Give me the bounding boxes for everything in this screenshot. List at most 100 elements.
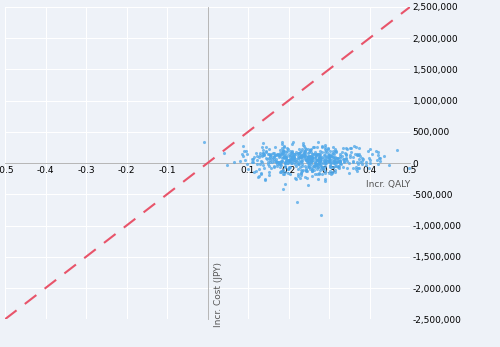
Point	[376, 155, 384, 161]
Point	[268, 154, 276, 160]
Point	[315, 170, 323, 176]
Point	[296, 161, 304, 167]
Point	[352, 164, 360, 169]
Point	[312, 152, 320, 158]
Point	[278, 154, 286, 160]
Point	[322, 163, 330, 169]
Point	[300, 153, 308, 158]
Point	[304, 146, 312, 152]
Point	[326, 164, 334, 169]
Point	[292, 151, 300, 157]
Point	[318, 144, 326, 149]
Point	[282, 155, 290, 161]
Point	[290, 154, 298, 159]
Point	[307, 159, 315, 164]
Point	[313, 157, 321, 162]
Point	[330, 151, 338, 156]
Point	[292, 156, 300, 162]
Point	[346, 154, 354, 160]
Point	[304, 161, 312, 166]
Point	[278, 141, 286, 146]
Point	[365, 155, 373, 161]
Point	[372, 149, 380, 154]
Point	[294, 150, 302, 155]
Point	[308, 154, 316, 160]
Point	[332, 160, 340, 166]
Point	[330, 159, 338, 164]
Point	[322, 157, 330, 163]
Point	[286, 164, 294, 170]
Point	[301, 152, 309, 158]
Point	[288, 155, 296, 161]
Point	[289, 153, 297, 159]
Point	[279, 148, 287, 154]
Point	[329, 164, 337, 170]
Point	[301, 175, 309, 180]
Point	[316, 158, 324, 163]
Point	[332, 157, 340, 162]
Point	[326, 153, 334, 158]
Point	[271, 152, 279, 158]
Point	[362, 162, 370, 167]
Point	[298, 170, 306, 176]
Point	[312, 155, 320, 161]
Point	[258, 162, 266, 168]
Point	[311, 149, 319, 155]
Point	[317, 155, 325, 161]
Point	[255, 154, 263, 159]
Point	[308, 167, 316, 172]
Point	[308, 156, 316, 161]
Point	[282, 159, 290, 164]
Point	[338, 162, 345, 167]
Point	[318, 171, 326, 177]
Point	[328, 157, 336, 163]
Point	[356, 159, 364, 164]
Point	[327, 153, 335, 159]
Point	[342, 151, 350, 157]
Point	[354, 162, 362, 167]
Point	[342, 156, 349, 161]
Point	[286, 171, 294, 176]
Point	[316, 161, 324, 166]
Point	[314, 164, 322, 169]
Point	[326, 162, 334, 168]
Point	[248, 159, 256, 164]
Point	[296, 150, 304, 155]
Point	[276, 147, 284, 153]
Point	[320, 165, 328, 171]
Point	[318, 149, 326, 155]
Point	[303, 176, 311, 181]
Point	[200, 139, 207, 145]
Point	[286, 159, 294, 164]
Point	[295, 146, 303, 152]
Point	[332, 149, 340, 154]
Point	[238, 144, 246, 149]
Point	[318, 144, 326, 150]
Point	[308, 154, 316, 160]
Point	[284, 166, 292, 171]
Point	[318, 164, 326, 170]
Point	[292, 149, 300, 154]
Point	[264, 161, 272, 167]
Point	[285, 164, 293, 170]
Point	[302, 167, 310, 173]
Point	[282, 159, 290, 165]
Point	[258, 144, 266, 150]
Point	[265, 155, 273, 161]
Point	[281, 181, 289, 186]
Point	[334, 163, 342, 169]
Point	[328, 170, 336, 176]
Point	[302, 165, 310, 170]
Point	[339, 156, 347, 162]
Point	[308, 154, 316, 159]
Point	[326, 148, 334, 153]
Point	[264, 152, 272, 157]
Point	[283, 148, 291, 154]
Point	[304, 156, 312, 161]
Point	[332, 159, 340, 165]
Point	[274, 153, 282, 158]
Point	[262, 149, 270, 154]
Point	[288, 149, 296, 154]
Point	[284, 160, 292, 166]
Point	[277, 160, 285, 165]
